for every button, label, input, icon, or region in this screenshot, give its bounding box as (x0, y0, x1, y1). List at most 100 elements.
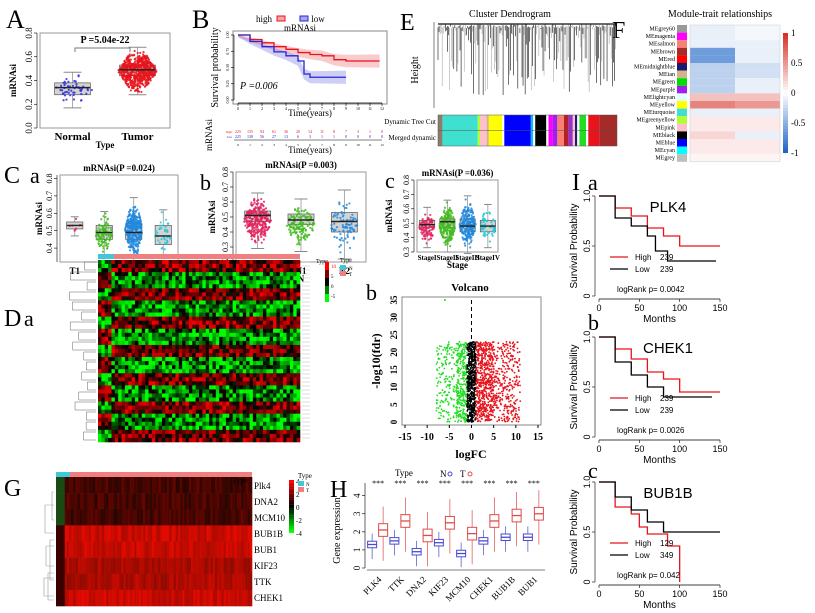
data-point (137, 74, 140, 78)
expression-cell (172, 264, 176, 269)
expression-cell (283, 320, 287, 326)
expression-cell (242, 320, 247, 326)
expression-cell (205, 304, 210, 309)
expression-cell (158, 357, 163, 362)
expression-cell (246, 264, 250, 269)
expression-cell (256, 260, 260, 265)
x-tick-label: 10 (356, 106, 360, 111)
expression-cell (148, 361, 153, 366)
expression-cell (104, 284, 109, 289)
data-point (451, 222, 454, 225)
expression-cell (151, 340, 156, 346)
module-label: MEred (658, 57, 675, 63)
data-point (164, 225, 167, 228)
expression-cell (239, 361, 244, 366)
expression-cell (232, 377, 237, 382)
expression-cell (283, 369, 287, 374)
data-point (344, 237, 347, 240)
expression-cell (168, 296, 173, 301)
expression-cell (178, 324, 183, 330)
expression-cell (202, 336, 207, 342)
expression-cell (104, 389, 109, 394)
colorbar-segment (783, 33, 788, 36)
expression-cell (118, 292, 122, 297)
expression-cell (165, 348, 169, 354)
colorbar-segment (783, 90, 788, 93)
data-point (354, 217, 357, 221)
expression-cell (232, 336, 237, 342)
expression-cell (286, 324, 291, 330)
expression-cell (236, 268, 240, 273)
y-tick-label: 0.5 (582, 526, 592, 539)
expression-cell (202, 348, 207, 354)
expression-cell (252, 340, 257, 346)
data-point (86, 87, 89, 91)
y-tick-label: 0.2 (24, 99, 34, 110)
expression-cell (168, 276, 173, 281)
expression-cell (145, 280, 149, 285)
data-point (470, 228, 473, 231)
correlation-cell (690, 101, 735, 109)
data-point (421, 220, 424, 224)
expression-cell (246, 280, 250, 285)
expression-cell (273, 361, 277, 366)
y-axis-label: Survival probability (210, 27, 221, 107)
data-point (334, 214, 337, 217)
expression-cell (199, 296, 203, 301)
expression-cell (138, 300, 143, 305)
expression-cell (114, 324, 119, 330)
expression-cell (239, 332, 244, 338)
legend-count: 239 (660, 406, 674, 415)
expression-cell (209, 284, 213, 289)
data-point (300, 236, 303, 239)
expression-cell (239, 336, 244, 342)
expression-cell (138, 361, 143, 366)
expression-cell (161, 385, 166, 390)
y-axis-label: Survival Probability (569, 203, 580, 288)
data-point (130, 221, 134, 224)
y-tick-label: 0.4 (45, 243, 54, 253)
correlation-cell (735, 70, 780, 79)
risk-x-tick: 9 (345, 143, 347, 147)
expression-cell (151, 316, 156, 321)
expression-cell (236, 389, 240, 394)
panel-label-I: I (572, 170, 580, 196)
expression-cell (108, 268, 112, 273)
expression-cell (215, 276, 220, 281)
x-tick-label: 12 (380, 106, 384, 111)
expression-cell (145, 336, 149, 342)
expression-cell (114, 397, 119, 402)
data-point (301, 223, 304, 226)
expression-cell (192, 320, 196, 326)
data-point (62, 92, 65, 95)
expression-cell (242, 340, 247, 346)
expression-cell (101, 284, 106, 289)
expression-cell (225, 312, 230, 317)
data-point (431, 219, 435, 222)
expression-cell (161, 357, 166, 362)
correlation-cell (690, 25, 735, 33)
expression-cell (205, 385, 210, 390)
expression-cell (225, 361, 230, 366)
expression-cell (273, 320, 277, 326)
expression-cell (161, 276, 166, 281)
expression-cell (195, 304, 200, 309)
expression-cell (209, 276, 213, 281)
expression-cell (185, 348, 190, 354)
data-point (446, 225, 449, 228)
expression-cell (145, 332, 149, 338)
expression-cell (212, 312, 217, 317)
expression-cell (256, 389, 260, 394)
expression-cell (104, 361, 109, 366)
expression-cell (178, 353, 183, 358)
expression-cell (175, 316, 180, 321)
expression-cell (128, 332, 132, 338)
expression-cell (212, 304, 217, 309)
data-point (166, 222, 169, 225)
expression-cell (279, 377, 284, 382)
expression-cell (219, 340, 223, 346)
expression-cell (232, 292, 237, 297)
expression-cell (222, 348, 227, 354)
data-point (128, 66, 131, 70)
expression-cell (293, 365, 297, 370)
